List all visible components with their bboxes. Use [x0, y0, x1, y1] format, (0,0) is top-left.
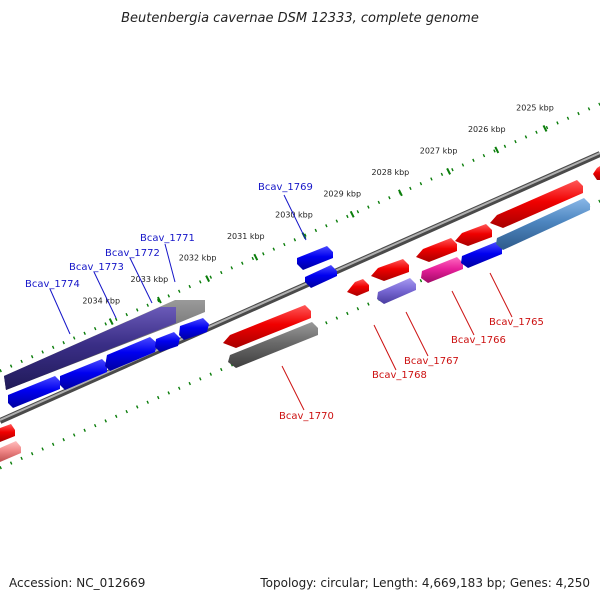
gene-feature	[8, 376, 60, 408]
label-connectors	[49, 194, 513, 411]
gene-feature	[593, 166, 600, 180]
gene-label-bcav-1773: Bcav_1773	[69, 262, 124, 273]
tick-label: 2029 kbp	[323, 189, 361, 198]
gene-feature	[0, 441, 21, 462]
major-tick	[349, 210, 355, 218]
tick-labels: 2025 kbp 2026 kbp 2027 kbp 2028 kbp 2029 kbp…	[82, 103, 554, 305]
gene-feature	[228, 322, 318, 368]
gene-feature	[297, 246, 333, 270]
gene-feature	[0, 424, 15, 442]
reverse-strand-features	[0, 166, 600, 462]
gene-label-bcav-1767: Bcav_1767	[404, 356, 459, 367]
gene-feature	[421, 257, 463, 283]
gene-feature	[496, 198, 590, 250]
tick-label: 2026 kbp	[468, 125, 506, 134]
tick-label: 2027 kbp	[420, 146, 458, 155]
backbone	[0, 151, 600, 424]
gene-feature	[461, 242, 502, 268]
major-tick	[398, 189, 403, 197]
gene-label-bcav-1772: Bcav_1772	[105, 248, 160, 259]
map-title: Beutenbergia cavernae DSM 12333, complet…	[121, 11, 479, 26]
gene-feature	[347, 279, 369, 296]
major-tick	[253, 253, 259, 261]
major-tick	[494, 146, 500, 154]
gene-feature	[60, 359, 107, 390]
gene-label-bcav-1765: Bcav_1765	[489, 317, 544, 328]
gene-feature	[179, 318, 209, 340]
tick-label: 2032 kbp	[179, 254, 217, 263]
gene-feature	[305, 265, 337, 288]
tick-label: 2025 kbp	[516, 103, 554, 112]
gene-label-bcav-1770: Bcav_1770	[279, 411, 334, 422]
gene-feature	[155, 332, 180, 352]
gene-labels: Bcav_1769 Bcav_1771 Bcav_1772 Bcav_1773 …	[25, 182, 544, 422]
gene-label-bcav-1771: Bcav_1771	[140, 233, 195, 244]
gene-label-bcav-1768: Bcav_1768	[372, 370, 427, 381]
major-tick	[446, 167, 451, 175]
gene-feature	[416, 238, 457, 262]
gene-label-bcav-1769: Bcav_1769	[258, 182, 313, 193]
tick-label: 2031 kbp	[227, 232, 265, 241]
gene-feature	[105, 337, 157, 371]
gene-label-bcav-1774: Bcav_1774	[25, 279, 80, 290]
gene-feature	[223, 305, 311, 348]
tick-label: 2028 kbp	[372, 168, 410, 177]
gene-feature	[4, 307, 176, 390]
gene-feature	[455, 224, 492, 246]
major-tick	[542, 125, 548, 132]
major-tick	[108, 318, 114, 325]
tick-label: 2034 kbp	[82, 297, 120, 306]
gene-label-bcav-1766: Bcav_1766	[451, 335, 506, 346]
gene-feature	[490, 180, 583, 228]
major-tick	[205, 275, 210, 283]
major-tick	[157, 296, 162, 304]
forward-strand-features	[4, 246, 337, 408]
tick-label: 2033 kbp	[131, 275, 169, 284]
major-ticks	[108, 125, 548, 325]
topology-text: Topology: circular; Length: 4,669,183 bp…	[259, 576, 590, 590]
gene-feature	[371, 259, 409, 281]
gene-feature	[377, 278, 416, 304]
accession-text: Accession: NC_012669	[9, 576, 145, 590]
